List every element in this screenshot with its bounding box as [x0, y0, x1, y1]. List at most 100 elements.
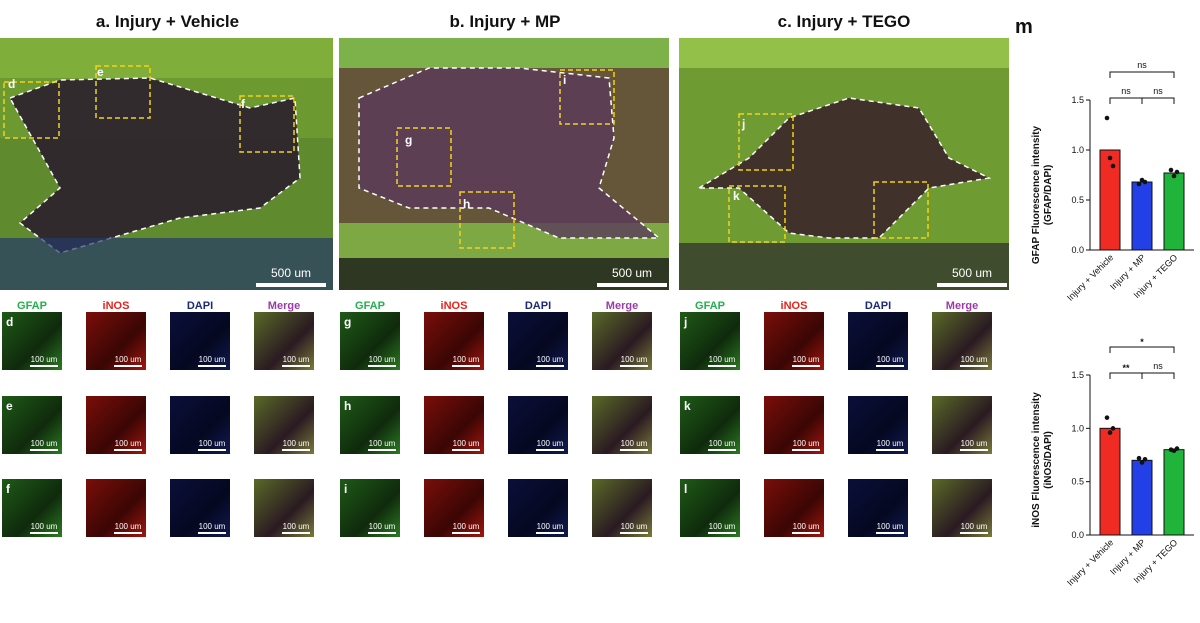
svg-text:g: g [405, 133, 412, 147]
tile-k-inos: 100 um [764, 396, 824, 454]
gfap-ylabel-line2: (GFAP/DAPI) [1043, 165, 1054, 226]
tile-h-dapi: 100 um [508, 396, 568, 454]
tile-l-inos: 100 um [764, 479, 824, 537]
tile-scalebar: 100 um [792, 522, 820, 534]
gfap-point [1174, 169, 1180, 175]
gfap-sig-bracket [1109, 97, 1143, 104]
tile-d-dapi: 100 um [170, 312, 230, 370]
svg-text:e: e [97, 65, 104, 79]
tile-scalebar: 100 um [536, 522, 564, 534]
tile-scalebar: 100 um [960, 522, 988, 534]
tile-l-dapi: 100 um [848, 479, 908, 537]
tile-h-merge: 100 um [592, 396, 652, 454]
panel-title-a: a. Injury + Vehicle [95, 12, 240, 31]
tile-j-gfap: j 100 um [680, 312, 740, 370]
tile-scalebar: 100 um [282, 439, 310, 451]
gfap-ytick-label: 0.5 [1071, 195, 1084, 205]
svg-text:k: k [733, 189, 740, 203]
gfap-bar-1 [1131, 181, 1153, 251]
tile-scalebar: 100 um [960, 355, 988, 367]
tile-e-gfap: e 100 um [2, 396, 62, 454]
tile-f-dapi: 100 um [170, 479, 230, 537]
channel-header-merge-b: Merge [605, 300, 639, 312]
tile-scalebar: 100 um [876, 439, 904, 451]
tile-scalebar: 100 um [452, 439, 480, 451]
tile-scalebar: 100 um [792, 355, 820, 367]
inos-point [1174, 446, 1180, 451]
channel-header-dapi-a: DAPI [186, 300, 214, 312]
tile-g-inos: 100 um [424, 312, 484, 370]
tile-scalebar: 100 um [452, 522, 480, 534]
tile-scalebar: 100 um [114, 522, 142, 534]
inos-ytick-label: 0.0 [1071, 530, 1084, 540]
tile-h-gfap: h 100 um [340, 396, 400, 454]
inos-sig-bracket [1141, 372, 1175, 379]
microscopy-image-b: g h i 500 um [339, 38, 669, 290]
tile-label-j: j [684, 315, 688, 329]
tile-scalebar: 100 um [198, 355, 226, 367]
inos-sig-bracket [1109, 346, 1175, 353]
inos-bar-1 [1131, 459, 1153, 536]
channel-header-inos-c: iNOS [780, 300, 808, 312]
tile-l-merge: 100 um [932, 479, 992, 537]
inos-point [1104, 415, 1110, 420]
tile-scalebar: 100 um [282, 522, 310, 534]
tile-d-inos: 100 um [86, 312, 146, 370]
channel-header-merge-a: Merge [267, 300, 301, 312]
gfap-point [1168, 167, 1174, 173]
tile-scalebar: 100 um [620, 355, 648, 367]
tile-scalebar: 100 um [876, 355, 904, 367]
tile-scalebar: 100 um [876, 522, 904, 534]
panel-title-b: b. Injury + MP [449, 12, 561, 31]
inos-sig-label: * [1140, 337, 1144, 347]
inos-bar-2 [1163, 449, 1185, 536]
channel-header-dapi-b: DAPI [524, 300, 552, 312]
gfap-ytick-label: 1.0 [1071, 145, 1084, 155]
svg-text:f: f [241, 97, 246, 111]
tile-scalebar: 100 um [30, 439, 58, 451]
gfap-xtick-label-0: Injury + Vehicle [1065, 252, 1115, 302]
tile-e-merge: 100 um [254, 396, 314, 454]
scale-bar-c: 500 um [937, 266, 1007, 287]
tile-scalebar: 100 um [708, 522, 736, 534]
inos-point [1110, 426, 1116, 431]
tile-scalebar: 100 um [708, 355, 736, 367]
channel-header-inos-b: iNOS [440, 300, 468, 312]
tile-g-dapi: 100 um [508, 312, 568, 370]
tile-scalebar: 100 um [708, 439, 736, 451]
tile-scalebar: 100 um [30, 355, 58, 367]
gfap-bar-chart: GFAP Fluorescence intensity (GFAP/DAPI) … [1031, 60, 1194, 303]
gfap-bar-0 [1099, 149, 1121, 251]
inos-ytick-label: 0.5 [1071, 477, 1084, 487]
microscopy-image-a: d e f 500 um [0, 38, 333, 290]
gfap-ytick-label: 1.5 [1071, 95, 1084, 105]
scale-bar-b: 500 um [597, 266, 667, 287]
svg-text:i: i [563, 73, 566, 87]
inos-point [1107, 430, 1113, 435]
panel-label-m: m [1015, 16, 1033, 38]
tile-j-merge: 100 um [932, 312, 992, 370]
inos-point [1139, 460, 1145, 465]
gfap-point [1104, 115, 1110, 121]
gfap-sig-label: ns [1153, 86, 1163, 96]
tile-scalebar: 100 um [114, 439, 142, 451]
tile-k-merge: 100 um [932, 396, 992, 454]
tile-d-gfap: d 100 um [2, 312, 62, 370]
tile-scalebar: 100 um [198, 439, 226, 451]
tile-scalebar: 100 um [282, 355, 310, 367]
tile-scalebar: 100 um [368, 439, 396, 451]
inos-ytick-label: 1.5 [1071, 370, 1084, 380]
gfap-ylabel-line1: GFAP Fluorescence intensity [1031, 125, 1042, 264]
inos-sig-label: ** [1122, 363, 1130, 373]
gfap-point [1107, 155, 1113, 161]
inos-bar-0 [1099, 427, 1121, 536]
tile-e-inos: 100 um [86, 396, 146, 454]
tile-j-dapi: 100 um [848, 312, 908, 370]
tile-scalebar: 100 um [960, 439, 988, 451]
tile-scalebar: 100 um [452, 355, 480, 367]
tile-scalebar: 100 um [368, 355, 396, 367]
inos-sig-bracket [1109, 372, 1143, 379]
tile-scalebar: 100 um [792, 439, 820, 451]
tile-scalebar: 100 um [114, 355, 142, 367]
tile-f-inos: 100 um [86, 479, 146, 537]
